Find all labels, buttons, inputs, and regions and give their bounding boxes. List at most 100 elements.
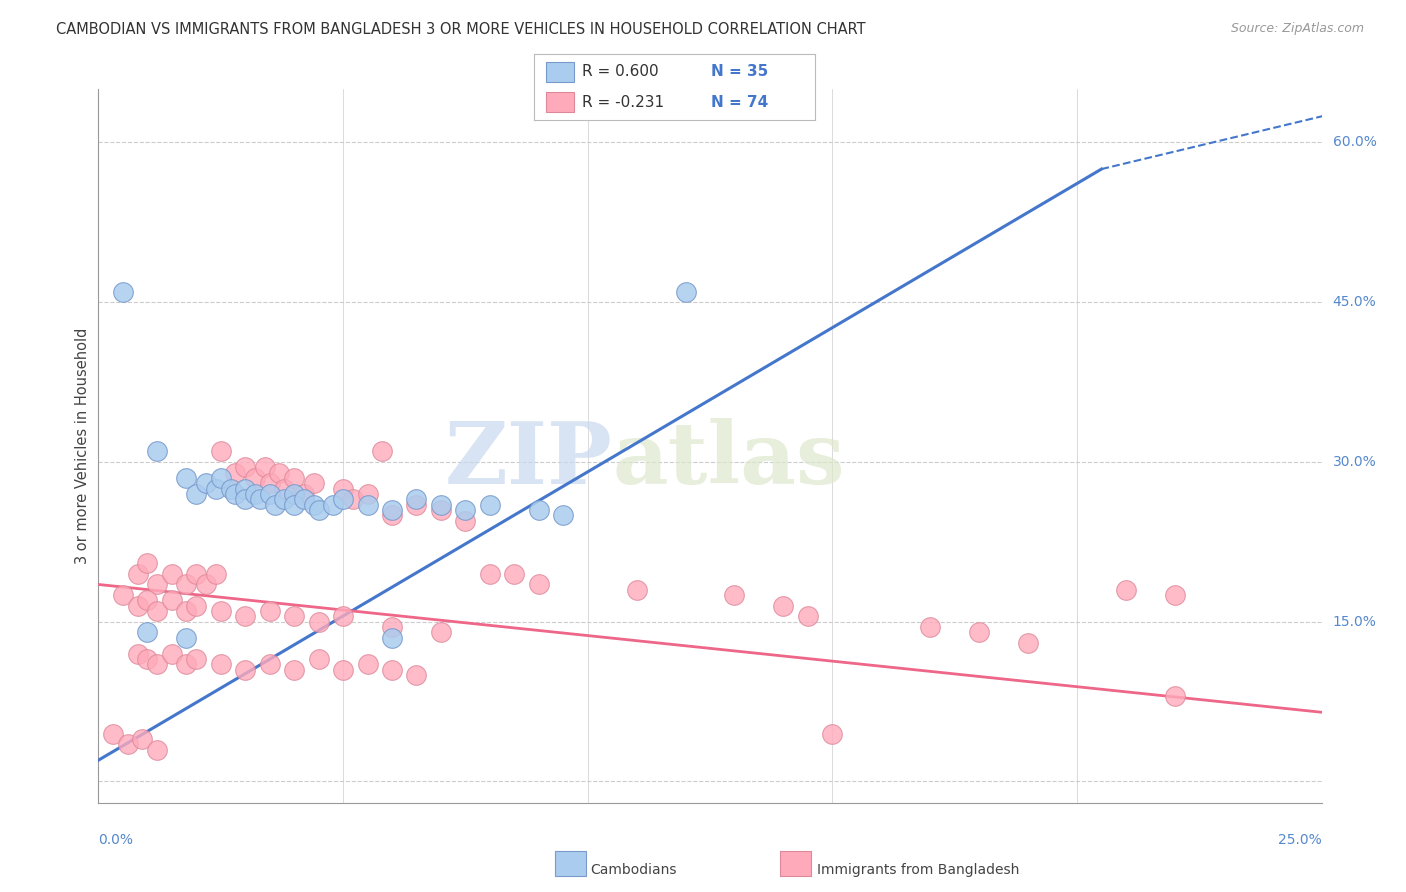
Point bbox=[430, 503, 453, 517]
Point bbox=[131, 731, 153, 746]
Point bbox=[243, 471, 266, 485]
Point bbox=[1164, 690, 1187, 704]
Point bbox=[478, 498, 501, 512]
Point bbox=[186, 599, 208, 613]
Bar bbox=[546, 62, 574, 82]
Point bbox=[371, 444, 394, 458]
Point bbox=[723, 588, 745, 602]
Point bbox=[503, 566, 526, 581]
Point bbox=[332, 492, 354, 507]
Point bbox=[127, 647, 149, 661]
Point bbox=[553, 508, 575, 523]
Point bbox=[176, 471, 198, 485]
Point bbox=[269, 466, 291, 480]
Point bbox=[195, 476, 218, 491]
Point bbox=[797, 609, 820, 624]
Point bbox=[283, 663, 305, 677]
Text: CAMBODIAN VS IMMIGRANTS FROM BANGLADESH 3 OR MORE VEHICLES IN HOUSEHOLD CORRELAT: CAMBODIAN VS IMMIGRANTS FROM BANGLADESH … bbox=[56, 22, 866, 37]
Point bbox=[209, 444, 232, 458]
Point bbox=[675, 285, 697, 299]
Bar bbox=[546, 93, 574, 112]
Point bbox=[308, 503, 330, 517]
Point bbox=[430, 625, 453, 640]
Point bbox=[626, 582, 648, 597]
Point bbox=[253, 460, 276, 475]
Point bbox=[308, 652, 330, 666]
Point bbox=[381, 663, 404, 677]
Point bbox=[527, 503, 550, 517]
Point bbox=[259, 476, 281, 491]
Point bbox=[243, 487, 266, 501]
Text: ZIP: ZIP bbox=[444, 418, 612, 502]
Point bbox=[527, 577, 550, 591]
Point bbox=[195, 577, 218, 591]
Point bbox=[381, 503, 404, 517]
Point bbox=[454, 503, 477, 517]
Point bbox=[292, 492, 315, 507]
Point bbox=[1164, 588, 1187, 602]
Point bbox=[454, 514, 477, 528]
Text: 25.0%: 25.0% bbox=[1278, 833, 1322, 847]
Point bbox=[233, 492, 256, 507]
Point bbox=[430, 498, 453, 512]
Text: N = 74: N = 74 bbox=[711, 95, 769, 110]
Point bbox=[302, 498, 325, 512]
Point bbox=[273, 482, 295, 496]
Point bbox=[356, 657, 378, 672]
Text: N = 35: N = 35 bbox=[711, 64, 769, 79]
Point bbox=[205, 482, 228, 496]
Text: 0.0%: 0.0% bbox=[98, 833, 134, 847]
Text: Source: ZipAtlas.com: Source: ZipAtlas.com bbox=[1230, 22, 1364, 36]
Point bbox=[292, 487, 315, 501]
Point bbox=[117, 737, 139, 751]
Point bbox=[146, 604, 169, 618]
Point bbox=[249, 492, 271, 507]
Point bbox=[146, 577, 169, 591]
Point bbox=[405, 668, 427, 682]
Point bbox=[1017, 636, 1039, 650]
Point bbox=[259, 487, 281, 501]
Point bbox=[209, 657, 232, 672]
Point bbox=[478, 566, 501, 581]
Point bbox=[1115, 582, 1137, 597]
Point bbox=[263, 498, 285, 512]
Point bbox=[772, 599, 794, 613]
Text: R = 0.600: R = 0.600 bbox=[582, 64, 658, 79]
Point bbox=[176, 604, 198, 618]
Point bbox=[136, 625, 159, 640]
Text: Cambodians: Cambodians bbox=[591, 863, 678, 877]
Point bbox=[111, 285, 134, 299]
Text: atlas: atlas bbox=[612, 418, 845, 502]
Point bbox=[259, 657, 281, 672]
Point bbox=[136, 593, 159, 607]
Point bbox=[381, 631, 404, 645]
Point bbox=[186, 652, 208, 666]
Point bbox=[273, 492, 295, 507]
Point bbox=[405, 498, 427, 512]
Y-axis label: 3 or more Vehicles in Household: 3 or more Vehicles in Household bbox=[75, 328, 90, 564]
Point bbox=[176, 657, 198, 672]
Point bbox=[283, 487, 305, 501]
Point bbox=[920, 620, 942, 634]
Point bbox=[127, 599, 149, 613]
Point bbox=[356, 498, 378, 512]
Point bbox=[405, 492, 427, 507]
Point bbox=[821, 726, 844, 740]
Point bbox=[219, 482, 242, 496]
Point bbox=[176, 577, 198, 591]
Point bbox=[146, 742, 169, 756]
Point bbox=[283, 609, 305, 624]
Point bbox=[209, 471, 232, 485]
Point bbox=[160, 593, 183, 607]
Point bbox=[967, 625, 990, 640]
Text: Immigrants from Bangladesh: Immigrants from Bangladesh bbox=[817, 863, 1019, 877]
Point bbox=[308, 615, 330, 629]
Point bbox=[332, 663, 354, 677]
Point bbox=[283, 498, 305, 512]
Point bbox=[332, 609, 354, 624]
Point bbox=[209, 604, 232, 618]
Point bbox=[233, 460, 256, 475]
Point bbox=[146, 444, 169, 458]
Point bbox=[381, 620, 404, 634]
Point bbox=[283, 471, 305, 485]
